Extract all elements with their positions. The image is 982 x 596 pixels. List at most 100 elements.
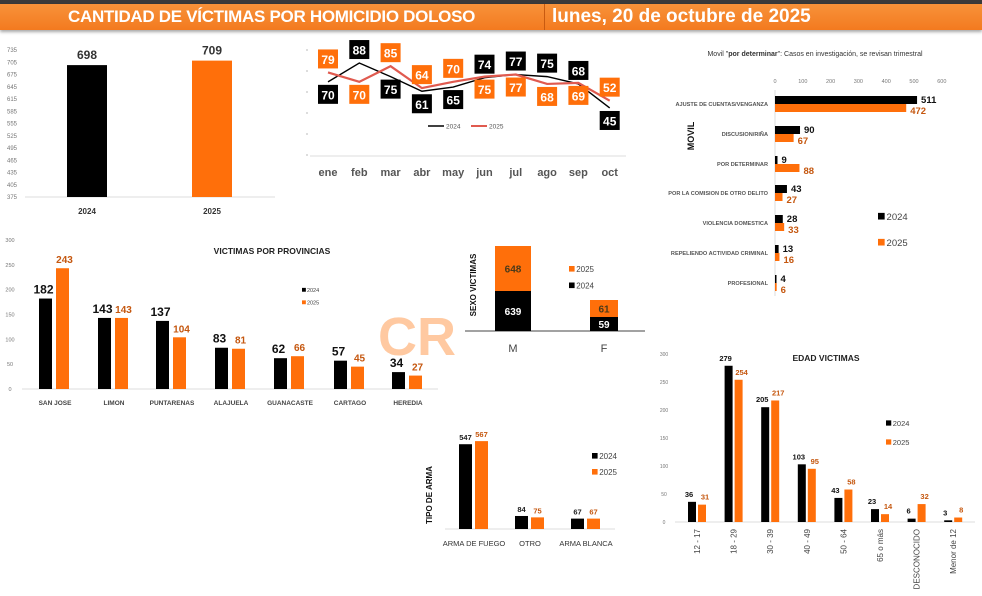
data-label: 90 [804, 125, 815, 136]
bar-total-2025 [192, 60, 232, 197]
bar-2025 [56, 268, 69, 389]
x-tick-label: 65 o más [876, 529, 885, 562]
x-tick-label: 500 [909, 79, 918, 85]
bar-2024 [871, 509, 879, 522]
bar-2025 [775, 193, 783, 201]
data-label-2025: 64 [411, 65, 432, 85]
x-tick-label: SAN JOSE [39, 400, 73, 407]
y-tick-label: 300 [5, 238, 14, 244]
bar-2024 [334, 360, 347, 389]
data-label-box [443, 58, 464, 78]
data-label: 27 [412, 363, 424, 374]
x-tick-label: Menor de 12 [949, 528, 958, 573]
bar-2024 [215, 347, 228, 389]
data-label: 205 [756, 395, 769, 404]
legend-label-2025: 2025 [489, 124, 504, 131]
y-tick-label: 675 [7, 73, 18, 79]
legend-provincias-label-2025: 2025 [307, 301, 319, 307]
x-tick-label: ARMA BLANCA [559, 539, 612, 548]
data-label: 243 [56, 255, 73, 266]
data-label: 254 [735, 368, 748, 377]
legend-sexo-swatch-2024 [569, 282, 575, 289]
data-label-text: 75 [540, 57, 554, 71]
y-tick-label: 300 [660, 352, 669, 358]
bar-2025 [115, 317, 128, 389]
data-label-box [380, 43, 401, 63]
data-label: 217 [772, 388, 785, 397]
x-tick-label: 30 - 39 [766, 528, 775, 553]
data-label: 62 [272, 342, 286, 356]
bar-2025 [173, 337, 186, 389]
data-label: 88 [803, 166, 814, 177]
bar-2024 [724, 365, 733, 522]
data-label: 16 [783, 255, 794, 266]
y-tick-label: 525 [7, 134, 18, 140]
data-label-text: 45 [603, 114, 617, 128]
data-label: 9 [782, 155, 787, 166]
data-label: 67 [798, 136, 809, 147]
y-tick-label: 735 [7, 48, 18, 54]
bar-2025 [775, 164, 800, 172]
bar-2025 [232, 348, 245, 389]
data-label: 43 [791, 184, 802, 195]
data-label-box [568, 85, 589, 105]
header-bar: CANTIDAD DE VÍCTIMAS POR HOMICIDIO DOLOS… [0, 4, 982, 30]
data-label-2025: 70 [349, 84, 370, 104]
x-tick-label: jun [475, 167, 493, 179]
x-tick-label: 12 - 17 [693, 528, 702, 553]
x-tick-label: 300 [854, 79, 863, 85]
data-label-text: 65 [447, 94, 461, 108]
bar-2024 [775, 156, 778, 164]
data-label-box [349, 84, 370, 104]
chart-title-part: Movil " [707, 51, 728, 58]
data-label-text: 69 [572, 89, 586, 103]
data-label-2025: 52 [599, 77, 620, 97]
bar-2024 [775, 245, 779, 253]
data-label-2025: 69 [568, 85, 589, 105]
data-label-2025: 77 [505, 77, 526, 97]
bar-2024 [907, 518, 916, 522]
data-label-2024: 70 [318, 84, 338, 104]
category-label: POR DETERMINAR [717, 162, 768, 168]
data-label-2024: 75 [380, 79, 401, 99]
y-tick-label: 495 [7, 146, 18, 152]
bar-2024 [459, 444, 472, 529]
data-label: 81 [235, 336, 247, 347]
bar-2024 [775, 185, 787, 193]
y-tick-label: 705 [7, 60, 18, 66]
y-tick-label: 0 [8, 387, 11, 393]
data-label: 95 [811, 457, 819, 466]
x-tick-label: mar [381, 167, 402, 179]
data-label-2024: 45 [599, 110, 620, 130]
data-label-text: 70 [353, 88, 367, 102]
bar-2025 [531, 517, 544, 529]
x-tick-label: 40 - 49 [803, 528, 812, 553]
data-label: 103 [793, 452, 806, 461]
data-label: 28 [787, 214, 798, 225]
data-label: 6 [781, 285, 786, 296]
data-label: 58 [847, 478, 855, 487]
data-label: 36 [685, 490, 693, 499]
x-tick-label: 2024 [78, 207, 96, 216]
data-label: 67 [573, 508, 581, 517]
bar-2024 [775, 215, 783, 223]
x-tick-label: LIMON [104, 400, 125, 407]
x-tick-label: ALAJUELA [214, 400, 249, 407]
chart-title-part: por determinar [728, 51, 778, 58]
y-tick-label: 150 [5, 312, 14, 318]
data-label: 27 [787, 195, 798, 206]
data-label-text: 70 [321, 88, 335, 102]
x-tick-label: F [601, 343, 608, 355]
bar-total-2024 [67, 65, 107, 197]
category-label: DISCUSION/RIÑA [722, 131, 768, 138]
bar-2025-F [590, 300, 618, 317]
data-label: 182 [33, 283, 53, 297]
bar-2025 [698, 504, 706, 522]
data-label: 61 [598, 305, 610, 316]
bar-2024-M [495, 291, 531, 331]
bar-2025 [775, 104, 907, 112]
data-label: 104 [173, 324, 190, 335]
bar-2024 [39, 298, 52, 389]
y-tick-label: 465 [7, 158, 18, 164]
